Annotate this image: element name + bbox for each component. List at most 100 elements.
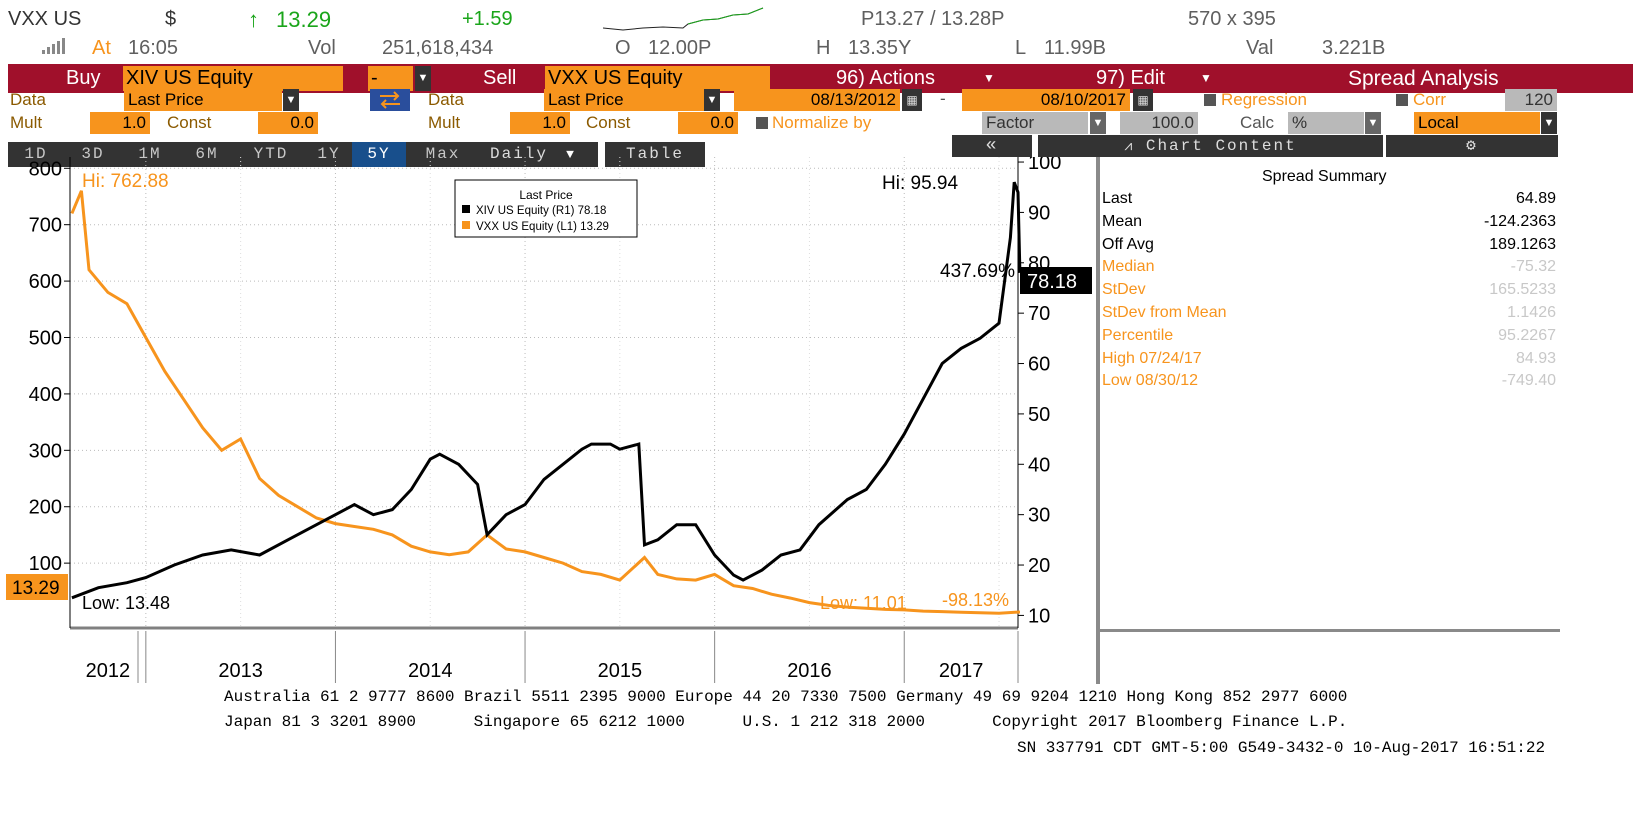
legend-vxx: VXX US Equity (L1) 13.29: [476, 221, 609, 233]
summary-value: 1.1426: [1507, 304, 1556, 321]
tab-6m[interactable]: 6M: [195, 145, 219, 163]
summary-value: -749.40: [1501, 372, 1556, 390]
volume: 251,618,434: [382, 37, 494, 59]
buy-mult-field[interactable]: 1.0: [90, 112, 150, 134]
sell-const-field[interactable]: 0.0: [678, 112, 738, 134]
panel-baseline: [1096, 629, 1560, 632]
footer-session: SN 337791 CDT GMT-5:00 G549-3432-0 10-Au…: [1017, 739, 1546, 757]
sell-const-label: Const: [586, 113, 631, 132]
tab-3d[interactable]: 3D: [81, 145, 105, 163]
right-axis-tick-label: 100: [1028, 157, 1061, 174]
summary-value: 165.5233: [1489, 281, 1556, 299]
swap-icon[interactable]: [370, 89, 410, 111]
right-axis-tick-label: 70: [1028, 303, 1050, 325]
date-separator: -: [940, 89, 946, 108]
factor-field[interactable]: Factor: [982, 112, 1088, 134]
left-axis-tick-label: 300: [29, 440, 62, 462]
low-value: 11.99B: [1044, 37, 1106, 59]
sell-mult-label: Mult: [428, 113, 461, 132]
sell-label: Sell: [483, 67, 517, 89]
edit-menu[interactable]: 97) Edit: [1096, 67, 1165, 89]
summary-value: 189.1263: [1489, 235, 1556, 253]
actions-dropdown-icon[interactable]: ▼: [983, 71, 995, 85]
tab-max[interactable]: Max: [425, 145, 461, 163]
vxx-last-tag: [6, 574, 68, 600]
currency-dropdown-icon[interactable]: ▼: [1541, 112, 1557, 134]
operator-dropdown-icon[interactable]: ▼: [415, 66, 431, 91]
left-axis-tick-label: 800: [29, 158, 62, 180]
footer-phones-1: Australia 61 2 9777 8600 Brazil 5511 239…: [224, 688, 1348, 706]
operator-field[interactable]: -: [368, 66, 413, 91]
price-change: +1.59: [462, 8, 513, 30]
xiv-last-tag: [1020, 267, 1092, 294]
currency-symbol: $: [165, 8, 177, 30]
spread-analysis-title: Spread Analysis: [1348, 67, 1499, 90]
actions-menu[interactable]: 96) Actions: [836, 67, 935, 89]
normalize-checkbox[interactable]: [756, 117, 768, 129]
start-date-field[interactable]: 08/13/2012: [734, 89, 900, 111]
vxx-series-line: [70, 190, 1020, 615]
bid-ask: P13.27 / 13.28P: [861, 8, 1005, 30]
corr-checkbox[interactable]: [1396, 94, 1408, 106]
sell-data-dropdown-icon[interactable]: ▼: [704, 89, 720, 111]
frequency-dropdown[interactable]: Daily: [489, 145, 548, 163]
footer-phones-2: Japan 81 3 3201 8900 Singapore 65 6212 1…: [224, 713, 1348, 731]
tab-ytd[interactable]: YTD: [253, 145, 289, 163]
table-button[interactable]: Table: [605, 142, 705, 167]
left-axis-tick-label: 700: [29, 215, 62, 237]
collapse-button[interactable]: «: [952, 135, 1032, 157]
sell-data-field[interactable]: Last Price: [544, 89, 704, 111]
calc-dropdown-icon[interactable]: ▼: [1365, 112, 1381, 134]
summary-label: Last: [1102, 190, 1133, 207]
buy-security-field[interactable]: XIV US Equity: [123, 66, 343, 91]
currency-field[interactable]: Local: [1414, 112, 1540, 134]
regression-checkbox[interactable]: [1204, 94, 1216, 106]
high-value: 13.35Y: [848, 37, 912, 59]
x-axis-year-label: 2013: [218, 660, 263, 682]
right-axis-tick-label: 50: [1028, 404, 1050, 426]
right-axis-tick-label: 30: [1028, 505, 1050, 527]
x-axis-year-labels: 2012 2013 2014 2015 2016 2017: [86, 631, 1019, 683]
traded-value: 3.221B: [1322, 37, 1386, 59]
summary-label: StDev from Mean: [1102, 304, 1227, 321]
buy-const-field[interactable]: 0.0: [258, 112, 318, 134]
sell-security-field[interactable]: VXX US Equity: [545, 66, 770, 91]
buy-label: Buy: [66, 67, 101, 89]
gear-icon[interactable]: ⚙: [1386, 135, 1558, 157]
summary-value: 95.2267: [1498, 326, 1556, 344]
factor-value-field[interactable]: 100.0: [1120, 112, 1198, 134]
frequency-dropdown-icon[interactable]: ▼: [566, 147, 576, 162]
summary-label: Median: [1102, 258, 1155, 276]
buy-data-dropdown-icon[interactable]: ▼: [283, 89, 299, 111]
buy-data-field[interactable]: Last Price: [124, 89, 282, 111]
calc-field[interactable]: %: [1288, 112, 1364, 134]
normalize-label: Normalize by: [772, 113, 872, 132]
end-date-field[interactable]: 08/10/2017: [962, 89, 1130, 111]
edit-dropdown-icon[interactable]: ▼: [1200, 71, 1212, 85]
end-calendar-icon[interactable]: ▦: [1133, 89, 1153, 111]
tab-1m[interactable]: 1M: [138, 145, 162, 163]
period-tab-bar: 1D 3D 1M 6M YTD 1Y 5Y Max Daily ▼: [8, 142, 598, 167]
price-chart: 100 200 300 400 500 600 700 800 10 20 30 40 50 60 70 8…: [6, 157, 1092, 683]
x-axis-year-label: 2015: [598, 660, 643, 682]
legend-swatch-xiv: [462, 205, 470, 213]
bid-ask-size: 570 x 395: [1188, 8, 1276, 30]
chart-content-button[interactable]: ⩘ Chart Content: [1038, 135, 1383, 157]
legend-title: Last Price: [519, 188, 573, 202]
right-axis-tick-label: 40: [1028, 454, 1050, 476]
volume-label: Vol: [308, 37, 336, 59]
start-calendar-icon[interactable]: ▦: [902, 89, 922, 111]
at-label: At: [92, 37, 111, 59]
legend-xiv: XIV US Equity (R1) 78.18: [476, 205, 606, 217]
tab-1y[interactable]: 1Y: [317, 145, 341, 163]
factor-dropdown-icon[interactable]: ▼: [1090, 112, 1106, 134]
tab-5y[interactable]: 5Y: [352, 142, 406, 167]
left-axis-tick-label: 100: [29, 553, 62, 575]
sell-mult-field[interactable]: 1.0: [510, 112, 570, 134]
chart-content-icon: ⩘: [1124, 139, 1135, 155]
xiv-last-tag-text: 78.18: [1027, 271, 1077, 293]
x-axis-year-label: 2012: [86, 660, 131, 682]
corr-label: Corr: [1413, 90, 1447, 109]
corr-window-field[interactable]: 120: [1505, 89, 1557, 111]
tab-1d[interactable]: 1D: [24, 145, 48, 163]
